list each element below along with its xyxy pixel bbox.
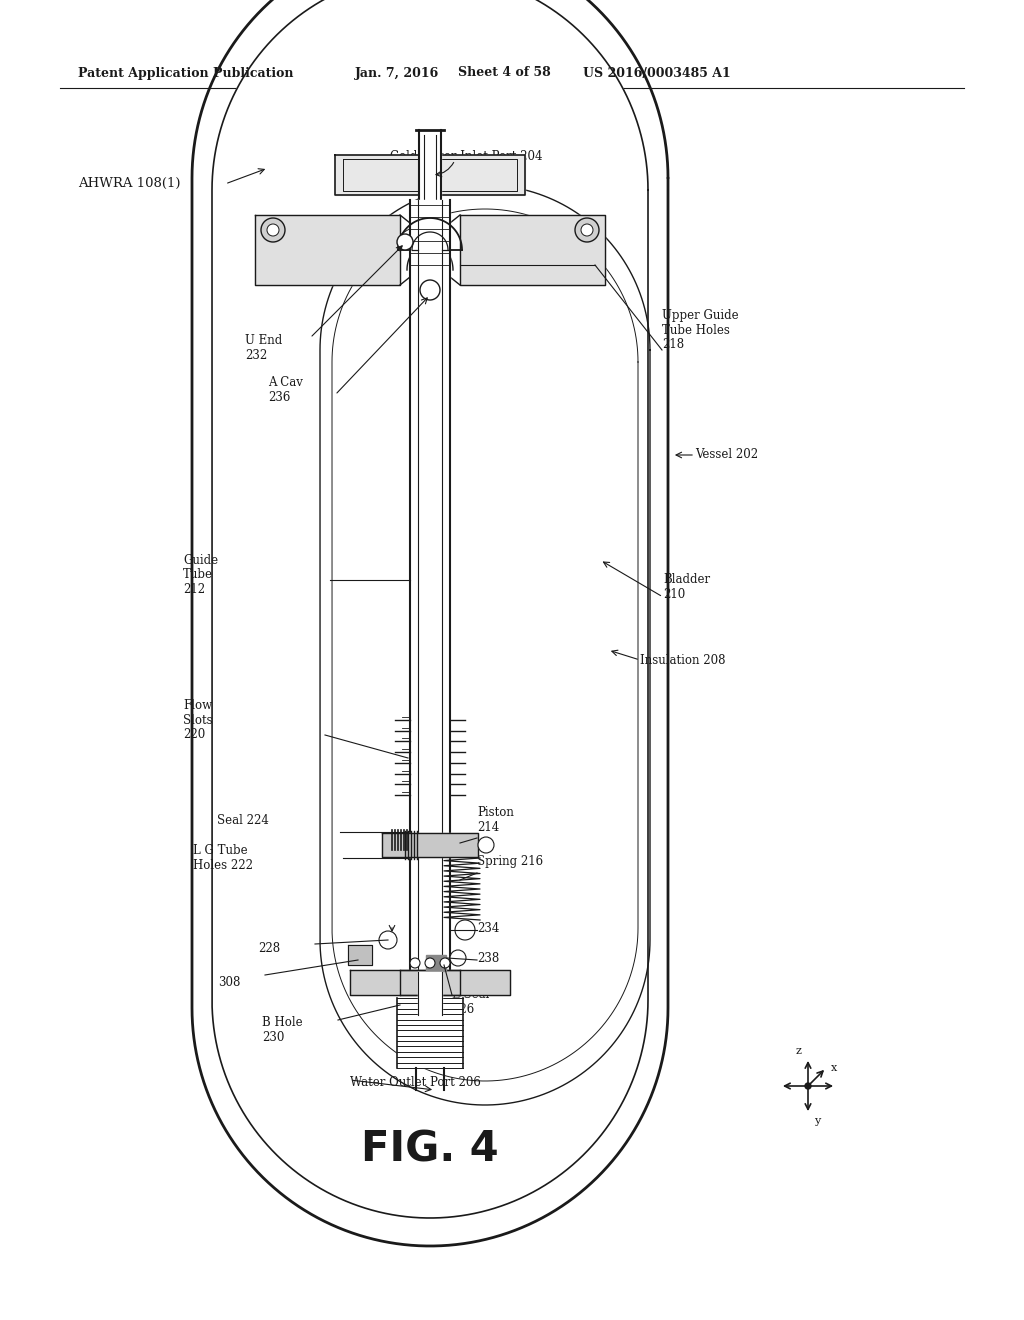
Circle shape (478, 837, 494, 853)
Polygon shape (418, 972, 442, 1015)
Text: 234: 234 (477, 921, 500, 935)
Polygon shape (410, 201, 450, 985)
Text: 308: 308 (218, 975, 241, 989)
Circle shape (440, 958, 450, 968)
Text: 238: 238 (477, 952, 500, 965)
Circle shape (575, 218, 599, 242)
Text: Water Outlet Port 206: Water Outlet Port 206 (350, 1076, 481, 1089)
Polygon shape (193, 0, 668, 1246)
Circle shape (379, 931, 397, 949)
Polygon shape (426, 954, 446, 972)
Polygon shape (382, 833, 478, 857)
Polygon shape (212, 0, 648, 1218)
Circle shape (425, 958, 435, 968)
Text: A Cav
236: A Cav 236 (268, 376, 303, 404)
Polygon shape (255, 215, 400, 285)
Text: US 2016/0003485 A1: US 2016/0003485 A1 (583, 66, 731, 79)
Text: y: y (814, 1115, 820, 1126)
Text: Bladder
210: Bladder 210 (663, 573, 710, 601)
Polygon shape (460, 215, 605, 285)
Circle shape (397, 234, 413, 249)
Circle shape (410, 958, 420, 968)
Text: FIG. 4: FIG. 4 (361, 1129, 499, 1171)
Text: x: x (831, 1063, 838, 1073)
Circle shape (581, 224, 593, 236)
Circle shape (805, 1082, 811, 1089)
Text: U End
232: U End 232 (245, 334, 283, 362)
Text: L G Tube
Holes 222: L G Tube Holes 222 (193, 845, 253, 871)
Text: AHWRA 108(1): AHWRA 108(1) (78, 177, 180, 190)
Text: Guide
Tube
212: Guide Tube 212 (183, 554, 218, 597)
Text: Spring 216: Spring 216 (477, 855, 543, 869)
Text: Upper Guide
Tube Holes
218: Upper Guide Tube Holes 218 (662, 309, 738, 351)
Polygon shape (350, 970, 510, 995)
Text: Vessel 202: Vessel 202 (695, 449, 758, 462)
Polygon shape (348, 945, 372, 965)
Circle shape (450, 950, 466, 966)
Text: Cold Water Inlet Port 204: Cold Water Inlet Port 204 (390, 150, 543, 164)
Text: Jan. 7, 2016: Jan. 7, 2016 (355, 66, 439, 79)
Text: Patent Application Publication: Patent Application Publication (78, 66, 294, 79)
Circle shape (455, 920, 475, 940)
Circle shape (267, 224, 279, 236)
Polygon shape (419, 129, 441, 271)
Text: Seal 224: Seal 224 (217, 813, 269, 826)
Text: Insulation 208: Insulation 208 (640, 653, 725, 667)
Text: z: z (796, 1045, 802, 1056)
Text: B Hole
230: B Hole 230 (262, 1016, 303, 1044)
Text: 228: 228 (258, 941, 281, 954)
Polygon shape (397, 998, 463, 1068)
Circle shape (261, 218, 285, 242)
Text: Piston
214: Piston 214 (477, 807, 514, 834)
Text: Flow
Slots
220: Flow Slots 220 (183, 700, 213, 741)
Text: L Seal
226: L Seal 226 (452, 989, 489, 1016)
Circle shape (420, 280, 440, 300)
Polygon shape (335, 154, 525, 195)
Text: Sheet 4 of 58: Sheet 4 of 58 (458, 66, 551, 79)
